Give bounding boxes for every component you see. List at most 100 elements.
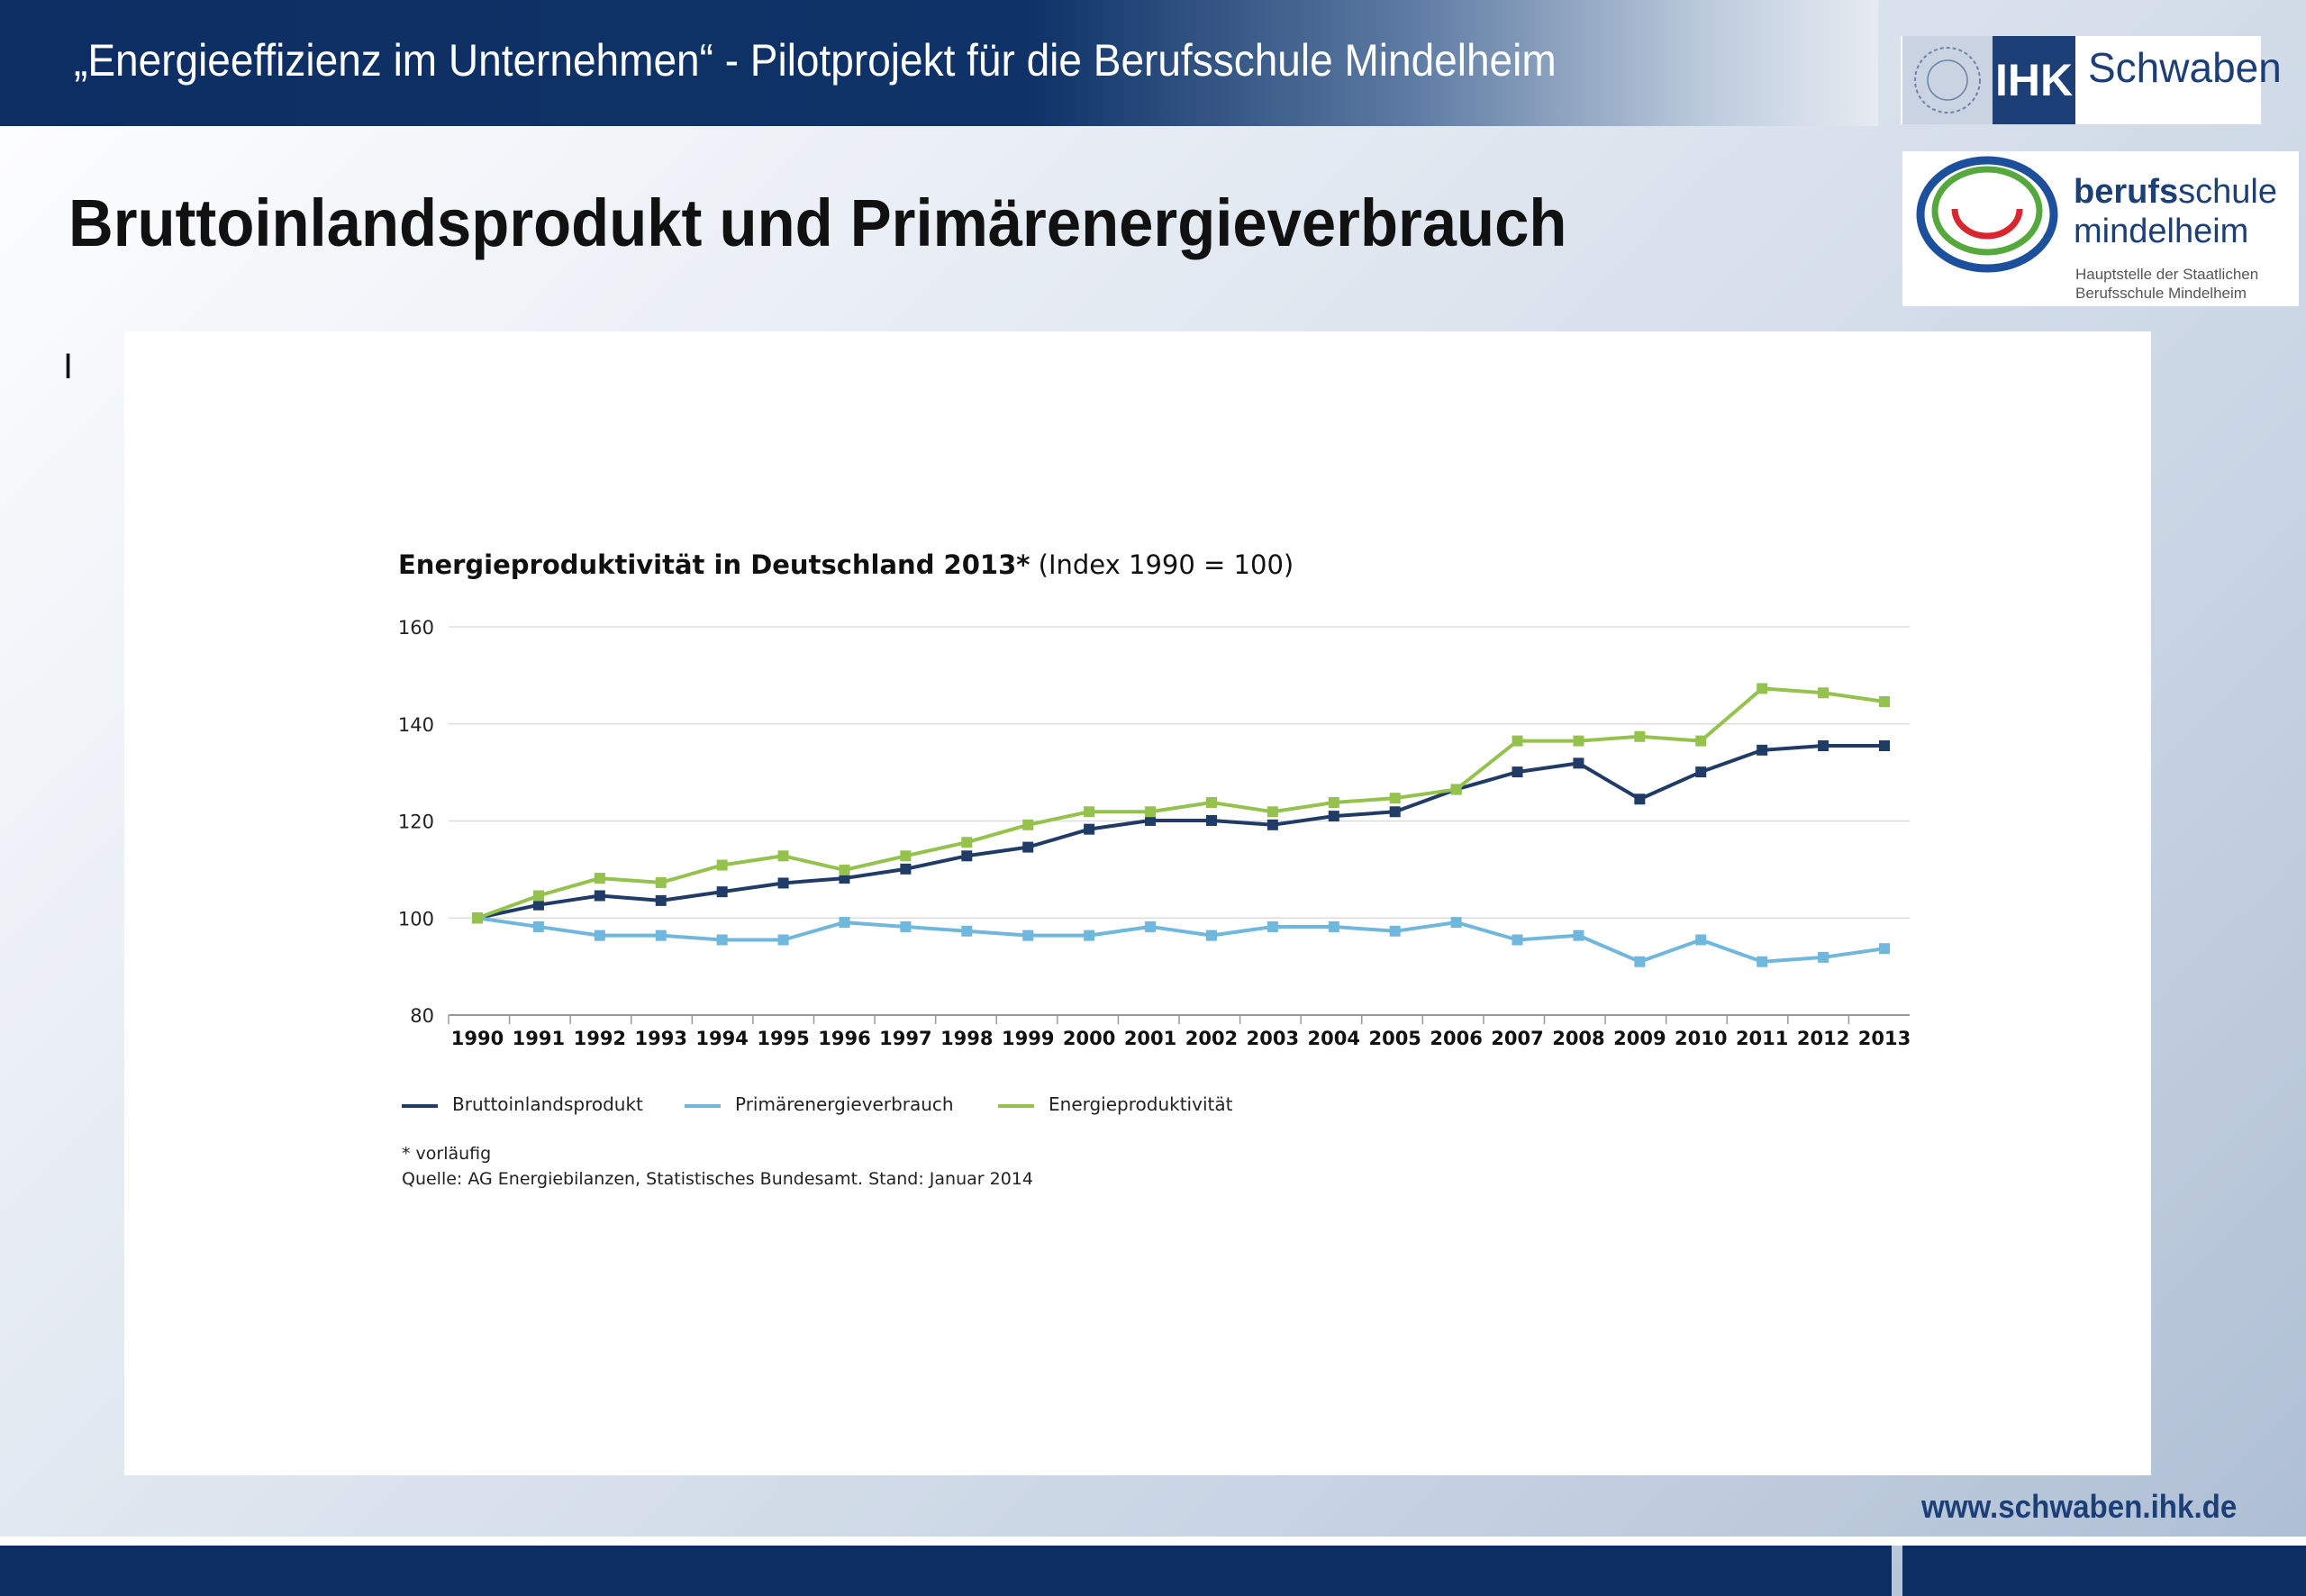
data-point — [961, 850, 973, 862]
data-point — [900, 850, 912, 862]
legend-swatch — [998, 1103, 1034, 1108]
data-point — [839, 864, 850, 875]
data-point — [1328, 811, 1339, 822]
school-name-line2: mindelheim — [2074, 213, 2249, 250]
legend-label: Energieproduktivität — [1049, 1093, 1233, 1115]
data-point — [1695, 934, 1707, 946]
header-title: „Energieeffizienz im Unternehmen“ - Pilo… — [74, 35, 1557, 86]
data-point — [1145, 806, 1157, 818]
data-point — [594, 873, 605, 884]
chart-source: Quelle: AG Energiebilanzen, Statistische… — [402, 1169, 1033, 1189]
data-point — [1205, 929, 1217, 941]
data-point — [1634, 730, 1646, 742]
data-point — [777, 877, 789, 889]
data-point — [532, 890, 544, 902]
data-point — [1084, 806, 1095, 818]
y-tick-label: 80 — [410, 1005, 434, 1027]
y-tick-label: 160 — [398, 617, 434, 639]
data-point — [594, 890, 605, 902]
data-point — [1757, 744, 1768, 756]
data-point — [1205, 797, 1217, 809]
data-point — [532, 920, 544, 932]
data-point — [900, 863, 912, 875]
x-tick-label: 1994 — [695, 1028, 748, 1049]
series-line-2 — [477, 686, 1885, 920]
data-point — [1879, 943, 1890, 955]
data-point — [1512, 934, 1523, 946]
data-point — [900, 920, 912, 932]
slide-title: Bruttoinlandsprodukt und Primärenergieve… — [68, 186, 1567, 260]
ihk-mark: IHK — [1993, 36, 2075, 124]
data-point — [1266, 819, 1278, 830]
chart-title: Energieproduktivität in Deutschland 2013… — [398, 549, 1294, 580]
ihk-seal-icon — [1902, 36, 1993, 124]
chart-footnote: * vorläufig — [402, 1144, 492, 1164]
data-point — [1573, 929, 1584, 941]
data-point — [1022, 841, 1034, 853]
x-tick-label: 2009 — [1613, 1028, 1666, 1049]
data-point — [961, 925, 973, 937]
data-point — [1450, 784, 1462, 795]
school-logo-icon — [1916, 156, 2058, 273]
legend-label: Bruttoinlandsprodukt — [452, 1093, 643, 1115]
x-tick-label: 2005 — [1368, 1028, 1421, 1049]
data-point — [1757, 683, 1768, 694]
x-tick-label: 2012 — [1797, 1028, 1849, 1049]
data-point — [1084, 929, 1095, 941]
x-tick-label: 1992 — [574, 1028, 626, 1049]
data-point — [1879, 695, 1890, 707]
data-point — [1634, 793, 1646, 805]
ihk-name: Schwaben — [2088, 44, 2282, 91]
data-point — [1266, 920, 1278, 932]
x-tick-label: 2000 — [1063, 1028, 1115, 1049]
data-point — [1266, 806, 1278, 818]
data-point — [961, 837, 973, 848]
data-point — [1818, 687, 1829, 699]
x-tick-label: 2004 — [1308, 1028, 1360, 1049]
data-point — [1573, 757, 1584, 769]
data-point — [472, 912, 483, 924]
header-bar: „Energieeffizienz im Unternehmen“ - Pilo… — [0, 0, 1878, 126]
data-point — [839, 873, 850, 884]
data-point — [777, 934, 789, 946]
data-point — [1145, 920, 1157, 932]
data-point — [1328, 797, 1339, 809]
legend-swatch — [402, 1103, 438, 1108]
data-point — [716, 934, 728, 946]
footer-bar — [0, 1546, 1892, 1596]
data-point — [1695, 735, 1707, 747]
x-tick-label: 2002 — [1185, 1028, 1238, 1049]
x-tick-label: 1999 — [1002, 1028, 1054, 1049]
data-point — [1879, 739, 1890, 751]
data-point — [1389, 793, 1401, 804]
data-point — [1818, 951, 1829, 963]
footer-url[interactable]: www.schwaben.ihk.de — [1921, 1488, 2238, 1525]
data-point — [532, 899, 544, 911]
x-tick-label: 2011 — [1736, 1028, 1788, 1049]
data-point — [1022, 819, 1034, 830]
x-tick-label: 1991 — [513, 1028, 565, 1049]
data-point — [1573, 735, 1584, 747]
chart-panel — [124, 331, 2151, 1475]
legend-item-ep: Energieproduktivität — [998, 1093, 1232, 1120]
x-tick-label: 1998 — [940, 1028, 993, 1049]
data-point — [1145, 814, 1157, 826]
x-tick-label: 1997 — [879, 1028, 931, 1049]
y-tick-label: 120 — [398, 812, 434, 833]
footer-bar-right — [1902, 1546, 2306, 1596]
legend-label: Primärenergieverbrauch — [735, 1093, 954, 1115]
x-tick-label: 2007 — [1491, 1028, 1543, 1049]
x-tick-label: 2006 — [1430, 1028, 1482, 1049]
data-point — [1634, 956, 1646, 967]
data-point — [1389, 806, 1401, 818]
x-tick-label: 2013 — [1858, 1028, 1911, 1049]
data-point — [1389, 925, 1401, 937]
legend-item-pev: Primärenergieverbrauch — [685, 1093, 954, 1120]
x-tick-label: 1996 — [818, 1028, 870, 1049]
data-point — [716, 886, 728, 898]
data-point — [1695, 766, 1707, 778]
data-point — [1512, 766, 1523, 778]
data-point — [1450, 917, 1462, 929]
legend-swatch — [685, 1103, 721, 1108]
